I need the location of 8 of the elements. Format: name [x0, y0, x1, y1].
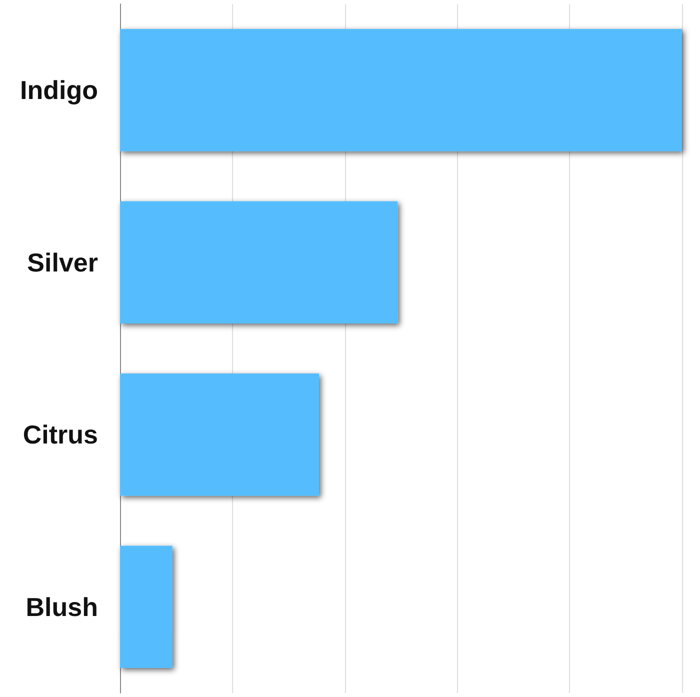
y-tick-label: Citrus: [22, 420, 98, 450]
y-tick-label: Indigo: [20, 75, 98, 106]
bar: [120, 28, 682, 152]
y-tick-label: Silver: [27, 247, 98, 278]
bar: [120, 373, 319, 496]
y-tick-label: Blush: [26, 592, 98, 622]
bar: [120, 546, 172, 668]
bar: [120, 201, 398, 324]
